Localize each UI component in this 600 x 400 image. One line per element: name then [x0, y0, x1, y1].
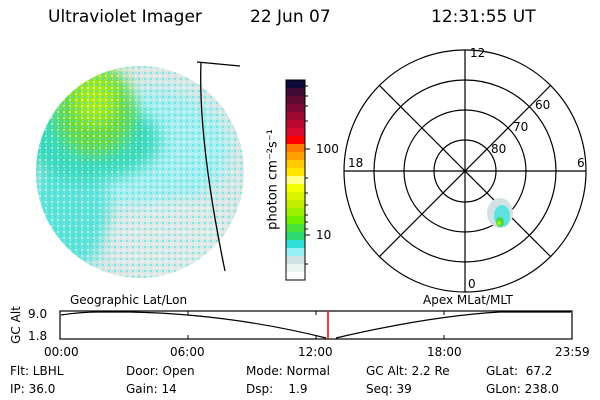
date-label: 22 Jun 07	[250, 7, 331, 27]
colorbar-segment	[286, 144, 305, 153]
colorbar-segment	[286, 272, 305, 281]
colorbar-segment	[286, 152, 305, 161]
colorbar-segment	[286, 184, 305, 193]
colorbar-frame	[285, 79, 306, 281]
altitude-curve	[60, 311, 571, 339]
terminator-line	[196, 61, 241, 272]
colorbar-segment	[286, 264, 305, 273]
timeline-left-title: Geographic Lat/Lon	[70, 293, 188, 307]
colorbar-segment	[286, 224, 305, 233]
colorbar-segment	[286, 176, 305, 185]
timeline-x-tick-4: 23:59	[555, 345, 590, 359]
timeline-y-tick-min: 1.8	[28, 329, 48, 343]
glat-info: GLat: 67.2	[486, 364, 553, 378]
gain-info: Gain: 14	[126, 382, 177, 396]
mlt-line-diag2	[378, 84, 552, 258]
colorbar-segment	[286, 200, 305, 209]
ip-info: IP: 36.0	[10, 382, 56, 396]
colorbar-segment	[286, 248, 305, 257]
colorbar-segment	[286, 160, 305, 169]
mlt-label-12: 12	[470, 46, 486, 60]
colorbar-segment	[286, 240, 305, 249]
time-label: 12:31:55 UT	[431, 7, 536, 27]
mlt-label-0: 0	[468, 277, 476, 291]
mlt-label-18: 18	[348, 156, 364, 170]
glon-info: GLon: 238.0	[486, 382, 559, 396]
colorbar-segment	[286, 256, 305, 265]
colorbar-segment	[286, 208, 305, 217]
lat-label-70: 70	[513, 120, 529, 134]
filter-info: Flt: LBHL	[10, 364, 64, 378]
colorbar-segment	[286, 104, 305, 113]
instrument-title: Ultraviolet Imager	[48, 7, 202, 27]
timeline-y-tick-max: 9.0	[28, 307, 48, 321]
gc-alt-info: GC Alt: 2.2 Re	[366, 364, 450, 378]
dsp-info: Dsp: 1.9	[246, 382, 308, 396]
timeline-x-tick-1: 06:00	[170, 345, 205, 359]
colorbar-segment	[286, 80, 305, 89]
lat-label-80: 80	[491, 142, 507, 156]
colorbar-segment	[286, 128, 305, 137]
timeline-x-tick-0: 00:00	[44, 345, 79, 359]
colorbar-segment	[286, 192, 305, 201]
colorbar-segment	[286, 168, 305, 177]
mode-info: Mode: Normal	[246, 364, 330, 378]
timeline-right-title: Apex MLat/MLT	[423, 293, 513, 307]
timeline-x-tick-3: 18:00	[427, 345, 462, 359]
timeline-x-tick-2: 12:00	[298, 345, 333, 359]
colorbar-segment	[286, 88, 305, 97]
lat-label-60: 60	[535, 98, 551, 112]
colorbar-tick-10: 10	[316, 228, 332, 242]
seq-info: Seq: 39	[366, 382, 412, 396]
colorbar-segment	[286, 96, 305, 105]
auroral-spot	[487, 198, 513, 228]
colorbar-segment	[286, 112, 305, 121]
colorbar-tick-100: 100	[316, 142, 339, 156]
colorbar-segment	[286, 136, 305, 145]
colorbar-segment	[286, 216, 305, 225]
mlt-label-6: 6	[577, 156, 585, 170]
door-info: Door: Open	[126, 364, 195, 378]
colorbar-segment	[286, 232, 305, 241]
colorbar-segment	[286, 120, 305, 129]
